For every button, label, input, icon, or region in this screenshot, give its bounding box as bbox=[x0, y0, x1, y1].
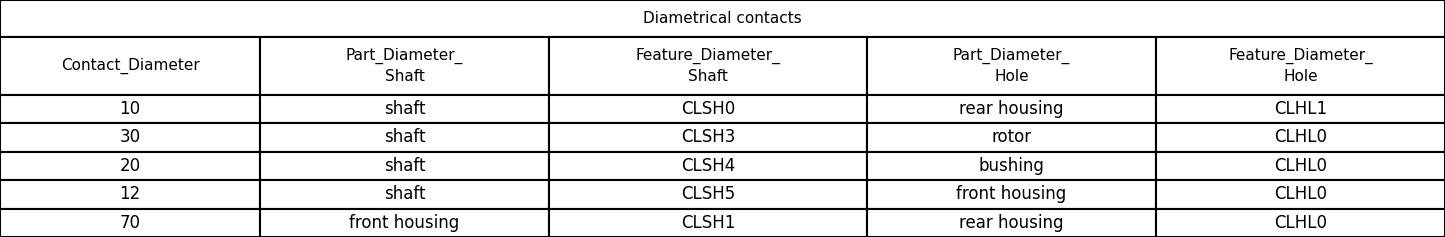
Text: CLHL0: CLHL0 bbox=[1274, 157, 1327, 175]
Bar bbox=[1156, 209, 1445, 237]
Text: 70: 70 bbox=[120, 214, 140, 232]
Bar bbox=[260, 95, 549, 123]
Text: shaft: shaft bbox=[384, 100, 425, 118]
Bar bbox=[0, 0, 1445, 37]
Bar bbox=[549, 37, 867, 95]
Text: CLSH4: CLSH4 bbox=[681, 157, 736, 175]
Text: rotor: rotor bbox=[991, 128, 1032, 146]
Bar bbox=[1156, 95, 1445, 123]
Text: Feature_Diameter_
Shaft: Feature_Diameter_ Shaft bbox=[636, 48, 780, 84]
Bar bbox=[867, 95, 1156, 123]
Text: Part_Diameter_
Hole: Part_Diameter_ Hole bbox=[952, 48, 1071, 84]
Text: Contact_Diameter: Contact_Diameter bbox=[61, 58, 199, 74]
Text: CLHL0: CLHL0 bbox=[1274, 128, 1327, 146]
Bar bbox=[0, 123, 260, 152]
Text: Part_Diameter_
Shaft: Part_Diameter_ Shaft bbox=[345, 48, 464, 84]
Text: CLHL0: CLHL0 bbox=[1274, 214, 1327, 232]
Bar bbox=[260, 123, 549, 152]
Bar bbox=[1156, 152, 1445, 180]
Bar bbox=[0, 180, 260, 209]
Text: CLSH1: CLSH1 bbox=[681, 214, 736, 232]
Text: 12: 12 bbox=[120, 185, 140, 203]
Bar bbox=[260, 209, 549, 237]
Text: CLSH3: CLSH3 bbox=[681, 128, 736, 146]
Bar bbox=[867, 37, 1156, 95]
Text: bushing: bushing bbox=[978, 157, 1045, 175]
Text: Diametrical contacts: Diametrical contacts bbox=[643, 11, 802, 26]
Bar bbox=[0, 95, 260, 123]
Bar bbox=[867, 123, 1156, 152]
Text: shaft: shaft bbox=[384, 157, 425, 175]
Text: CLSH5: CLSH5 bbox=[681, 185, 736, 203]
Bar bbox=[1156, 123, 1445, 152]
Bar bbox=[549, 123, 867, 152]
Bar bbox=[549, 95, 867, 123]
Text: 20: 20 bbox=[120, 157, 140, 175]
Bar bbox=[260, 37, 549, 95]
Text: CLSH0: CLSH0 bbox=[681, 100, 736, 118]
Text: front housing: front housing bbox=[350, 214, 460, 232]
Bar bbox=[549, 209, 867, 237]
Text: front housing: front housing bbox=[957, 185, 1066, 203]
Text: shaft: shaft bbox=[384, 185, 425, 203]
Bar bbox=[260, 180, 549, 209]
Bar bbox=[867, 209, 1156, 237]
Text: CLHL0: CLHL0 bbox=[1274, 185, 1327, 203]
Text: 30: 30 bbox=[120, 128, 140, 146]
Bar bbox=[867, 180, 1156, 209]
Bar bbox=[549, 180, 867, 209]
Bar bbox=[0, 152, 260, 180]
Text: CLHL1: CLHL1 bbox=[1274, 100, 1327, 118]
Text: rear housing: rear housing bbox=[959, 100, 1064, 118]
Bar bbox=[260, 152, 549, 180]
Bar bbox=[549, 152, 867, 180]
Bar bbox=[867, 152, 1156, 180]
Text: shaft: shaft bbox=[384, 128, 425, 146]
Text: 10: 10 bbox=[120, 100, 140, 118]
Bar bbox=[1156, 37, 1445, 95]
Text: Feature_Diameter_
Hole: Feature_Diameter_ Hole bbox=[1228, 48, 1373, 84]
Bar bbox=[1156, 180, 1445, 209]
Text: rear housing: rear housing bbox=[959, 214, 1064, 232]
Bar bbox=[0, 37, 260, 95]
Bar bbox=[0, 209, 260, 237]
